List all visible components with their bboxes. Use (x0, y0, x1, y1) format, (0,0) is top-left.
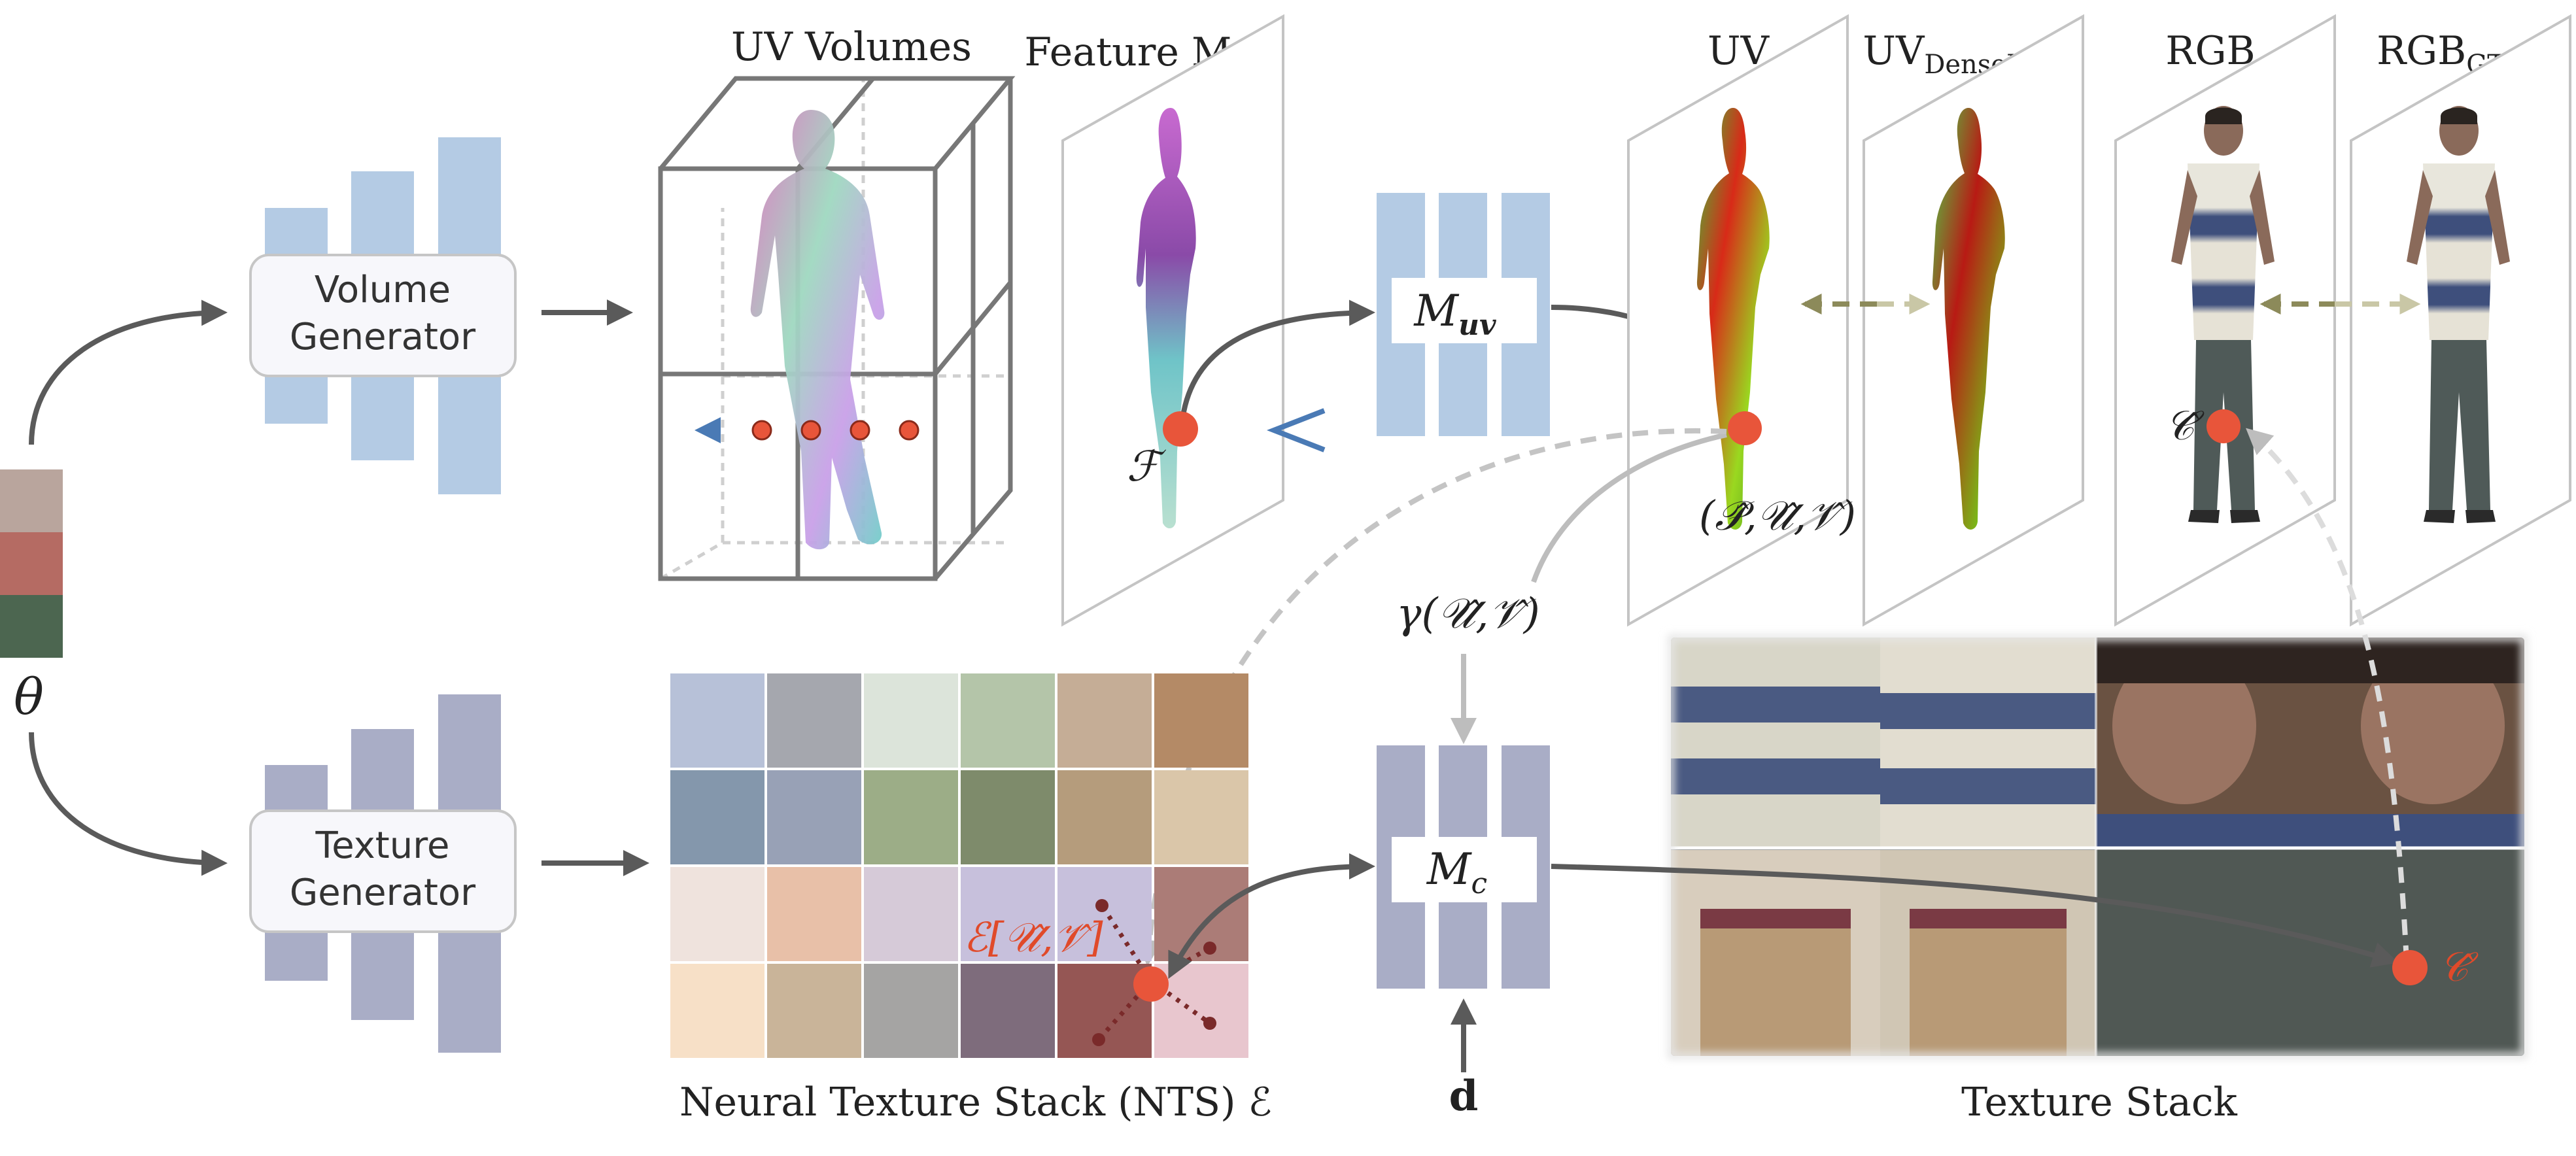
nts-cell (961, 964, 1055, 1058)
rgb-gt-person (2407, 106, 2510, 523)
m-c-label: Mc (1426, 844, 1487, 900)
nts-cell (670, 964, 764, 1058)
uv-point (1728, 411, 1762, 445)
nts-cell (670, 770, 764, 864)
volume-generator-line2: Generator (290, 316, 476, 358)
theta-swatch (0, 469, 63, 532)
nts-cell (1154, 673, 1248, 768)
texture-stack-image (1671, 638, 2524, 1056)
texture-generator: Texture Generator (249, 694, 517, 1053)
theta-latent-code (0, 469, 63, 658)
m-uv-label: Muv (1413, 286, 1496, 342)
ray-samples (751, 420, 919, 441)
theta-swatch (0, 532, 63, 595)
nts-cell (864, 770, 958, 864)
nts-caption: Neural Texture Stack (NTS) ℰ (679, 1080, 1272, 1125)
texture-generator-line1: Texture (315, 824, 450, 867)
feature-map-body (1136, 108, 1196, 529)
uv-volume-body (750, 110, 885, 550)
theta-symbol: θ (14, 668, 44, 726)
nts-cell (1057, 867, 1152, 961)
texture-stack-border (1668, 634, 2528, 1059)
m-c-label-box (1392, 837, 1537, 902)
arrow-nts-to-mc (1168, 853, 1375, 979)
nts-cell (864, 964, 958, 1058)
rgb-point (2207, 409, 2241, 443)
m-uv-label-box (1392, 278, 1537, 343)
uv-densepose-body (1932, 108, 2005, 530)
texture-generator-box (249, 809, 517, 933)
nts-cell (961, 770, 1055, 864)
theta-swatch (0, 595, 63, 658)
nts-cell (961, 673, 1055, 768)
nts-cell (1154, 867, 1248, 961)
arrow-uv-to-gamma (1531, 432, 1727, 583)
m-uv-network: Muv (1377, 193, 1550, 436)
volume-generator-box (249, 254, 517, 377)
puv-label: (𝒫̂,𝒰̂,𝒱̂) (1699, 492, 1856, 539)
nts-cell (864, 673, 958, 768)
dashed-arrow-texture-to-rgb (2246, 428, 2409, 962)
texture-stack-caption: Texture Stack (1961, 1080, 2237, 1125)
nts-cell (670, 867, 764, 961)
nts-cell (670, 673, 764, 768)
e-label: ℰ[𝒰̂,𝒱̂] (963, 913, 1103, 961)
arrow-theta-to-texture (29, 732, 228, 876)
nts-cell (767, 867, 861, 961)
nts-cell (767, 770, 861, 864)
m-c-network: Mc (1377, 745, 1550, 989)
nts-cell (1057, 770, 1152, 864)
nts-cell (767, 964, 861, 1058)
uv-body (1696, 108, 1770, 530)
arrow-theta-to-volume (29, 299, 228, 445)
rgb-person (2171, 106, 2275, 523)
gamma-label: γ(𝒰̂,𝒱̂) (1396, 590, 1539, 638)
rgb-title: RGB (2165, 28, 2255, 74)
nts-cell (961, 867, 1055, 961)
texture-point (2392, 950, 2428, 985)
neural-texture-stack (670, 673, 1248, 1058)
feature-point (1163, 411, 1198, 447)
nts-cell (1154, 770, 1248, 864)
arrow-mc-to-texture (1551, 864, 2399, 968)
camera-icon (1266, 408, 1326, 452)
nts-cell (1154, 964, 1248, 1058)
nts-point (1133, 966, 1169, 1002)
volume-generator-line1: Volume (315, 269, 451, 311)
volume-generator: Volume Generator (249, 137, 517, 494)
uv-volumes-title: UV Volumes (731, 24, 972, 70)
nts-cell (767, 673, 861, 768)
texture-generator-line2: Generator (290, 872, 476, 914)
nts-cell (864, 867, 958, 961)
nts-cell (1057, 673, 1152, 768)
d-label: d (1449, 1072, 1479, 1121)
arrow-feature-to-muv (1181, 299, 1375, 413)
